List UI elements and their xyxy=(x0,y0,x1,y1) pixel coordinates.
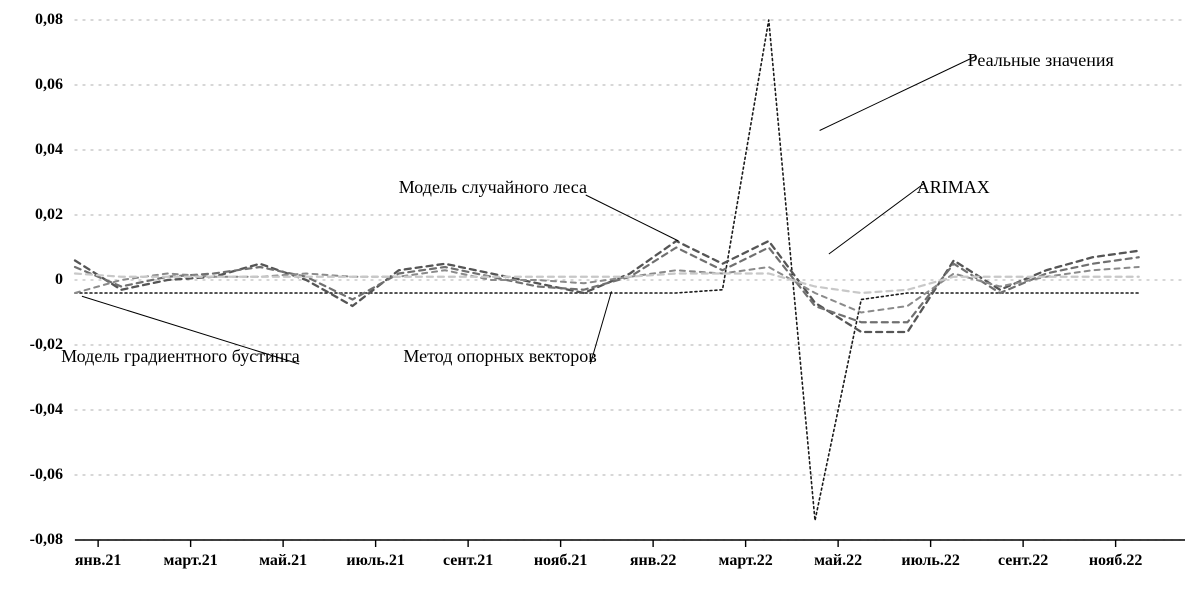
xtick-label: май.21 xyxy=(259,552,307,570)
annotation-label: ARIMAX xyxy=(917,177,990,198)
annotation-label: Метод опорных векторов xyxy=(403,346,596,367)
ytick-label: 0,04 xyxy=(0,141,63,159)
xtick-label: март.21 xyxy=(164,552,218,570)
ytick-label: -0,04 xyxy=(0,401,63,419)
ytick-label: 0,06 xyxy=(0,76,63,94)
xtick-label: июль.22 xyxy=(901,552,959,570)
xtick-label: нояб.22 xyxy=(1089,552,1143,570)
xtick-label: сент.21 xyxy=(443,552,493,570)
annotation-label: Модель градиентного бустинга xyxy=(61,346,300,367)
ytick-label: 0,08 xyxy=(0,11,63,29)
xtick-label: май.22 xyxy=(814,552,862,570)
annotation-label: Модель случайного леса xyxy=(399,177,587,198)
annotation-leader xyxy=(586,195,679,241)
chart-root: -0,08 -0,06 -0,04 -0,02 0 0,02 0,04 0,06 0,08 ян… xyxy=(0,0,1201,596)
xtick-label: янв.22 xyxy=(630,552,677,570)
xtick-label: июль.21 xyxy=(346,552,404,570)
ytick-label: -0,06 xyxy=(0,466,63,484)
chart-svg xyxy=(0,0,1201,596)
ytick-label: -0,02 xyxy=(0,336,63,354)
xtick-label: нояб.21 xyxy=(534,552,588,570)
series-line xyxy=(75,241,1139,332)
xtick-label: янв.21 xyxy=(75,552,122,570)
annotation-leader xyxy=(820,56,976,130)
xtick-label: март.22 xyxy=(719,552,773,570)
ytick-label: 0,02 xyxy=(0,206,63,224)
annotation-label: Реальные значения xyxy=(968,50,1114,71)
series-line xyxy=(75,248,1139,323)
xtick-label: сент.22 xyxy=(998,552,1048,570)
ytick-label: -0,08 xyxy=(0,531,63,549)
ytick-label: 0 xyxy=(0,271,63,289)
annotation-leader xyxy=(829,183,925,254)
